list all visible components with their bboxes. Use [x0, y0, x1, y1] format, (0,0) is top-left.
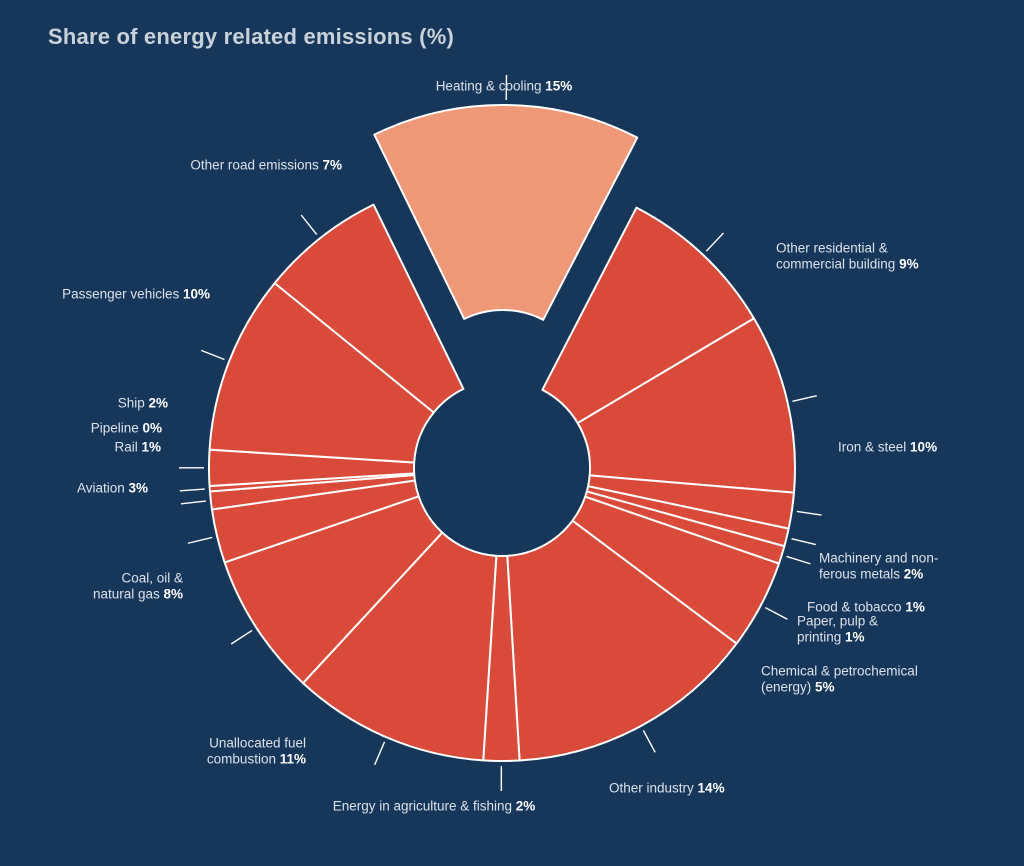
leader-line-other-industry [642, 730, 656, 753]
label-aviation: Aviation 3% [77, 481, 148, 496]
label-coal-oil-natural-gas: Coal, oil & natural gas 8% [93, 571, 183, 602]
label-heating-cooling: Heating & cooling 15% [436, 79, 573, 94]
label-line: Energy in agriculture & fishing [333, 799, 512, 814]
slice-coal-oil-natural-gas [223, 495, 444, 685]
label-line: Aviation [77, 481, 125, 496]
slice-labels: Heating & cooling 15% Other residential &… [62, 79, 938, 814]
label-line: Pipeline [91, 421, 139, 436]
label-line: Chemical & petrochemical [761, 664, 918, 679]
label-line: Food & tobacco [807, 600, 902, 615]
label-line: Iron & steel [838, 440, 906, 455]
value-label: 5% [811, 680, 834, 695]
label-iron-steel: Iron & steel 10% [838, 440, 937, 455]
label-other-road-emissions: Other road emissions 7% [190, 158, 342, 173]
leader-line-unallocated-fuel-combustion [374, 741, 386, 766]
value-label: 11% [276, 752, 306, 767]
value-label: 14% [694, 781, 725, 796]
label-line: combustion [207, 752, 276, 767]
value-label: 9% [895, 257, 918, 272]
label-line: Unallocated fuel [209, 736, 306, 751]
label-passenger-vehicles: Passenger vehicles 10% [62, 287, 210, 302]
leader-line-other-residential-commercial-building [705, 232, 725, 252]
slice-unallocated-fuel-combustion [302, 531, 498, 762]
value-label: 8% [160, 587, 183, 602]
leader-line-paper-pulp-printing [786, 555, 811, 565]
label-food-tobacco: Food & tobacco 1% [807, 600, 925, 615]
slice-heating-cooling [373, 104, 639, 321]
value-label: 10% [179, 287, 210, 302]
leader-line-pipeline [179, 488, 205, 492]
leader-line-iron-steel [792, 394, 817, 402]
value-label: 7% [319, 158, 342, 173]
chart-title: Share of energy related emissions (%) [48, 24, 454, 49]
label-line: printing [797, 630, 841, 645]
label-line: Ship [118, 396, 145, 411]
label-paper-pulp-printing: Paper, pulp & printing 1% [797, 614, 878, 645]
value-label: 1% [841, 630, 864, 645]
label-line: (energy) [761, 680, 811, 695]
slice-passenger-vehicles [208, 282, 435, 464]
leader-line-chemical-petrochemical-energy [764, 606, 788, 620]
value-label: 3% [125, 481, 148, 496]
label-other-industry: Other industry 14% [609, 781, 725, 796]
label-chemical-petrochemical-energy: Chemical & petrochemical (energy) 5% [761, 664, 918, 695]
value-label: 1% [902, 600, 925, 615]
label-line: Coal, oil & [121, 571, 183, 586]
label-line: commercial building [776, 257, 895, 272]
value-label: 15% [542, 79, 573, 94]
label-line: Other residential & [776, 241, 888, 256]
label-line: Paper, pulp & [797, 614, 878, 629]
label-ship: Ship 2% [118, 396, 168, 411]
leader-line-food-tobacco [791, 537, 816, 546]
leader-lines [178, 75, 822, 792]
leader-line-other-road-emissions [300, 214, 318, 236]
label-energy-in-agriculture-fishing: Energy in agriculture & fishing 2% [333, 799, 536, 814]
leader-line-rail [180, 500, 206, 505]
value-label: 10% [906, 440, 937, 455]
label-machinery-and-non-ferous-metals: Machinery and non-ferous metals 2% [819, 551, 938, 582]
label-rail: Rail 1% [114, 440, 161, 455]
label-line: Heating & cooling [436, 79, 542, 94]
value-label: 2% [900, 567, 923, 582]
label-unallocated-fuel-combustion: Unallocated fuel combustion 11% [207, 736, 306, 767]
value-label: 2% [145, 396, 168, 411]
value-label: 1% [138, 440, 161, 455]
leader-line-machinery-and-non-ferous-metals [796, 510, 822, 516]
slice-other-industry [506, 519, 738, 762]
label-line: Other road emissions [190, 158, 319, 173]
label-line: Machinery and non- [819, 551, 938, 566]
leader-line-passenger-vehicles [200, 349, 225, 361]
slice-iron-steel [576, 317, 796, 494]
label-other-residential-commercial-building: Other residential & commercial building 9… [776, 241, 919, 272]
slice-other-road-emissions [273, 203, 465, 414]
label-line: Rail [114, 440, 137, 455]
slices [207, 104, 796, 762]
label-line: ferous metals [819, 567, 900, 582]
value-label: 2% [512, 799, 535, 814]
label-line: natural gas [93, 587, 160, 602]
label-pipeline: Pipeline 0% [91, 421, 162, 436]
leader-line-aviation [187, 536, 213, 544]
label-line: Passenger vehicles [62, 287, 179, 302]
label-line: Other industry [609, 781, 694, 796]
leader-line-coal-oil-natural-gas [230, 629, 253, 645]
value-label: 0% [139, 421, 162, 436]
slice-other-residential-commercial-building [541, 206, 755, 425]
